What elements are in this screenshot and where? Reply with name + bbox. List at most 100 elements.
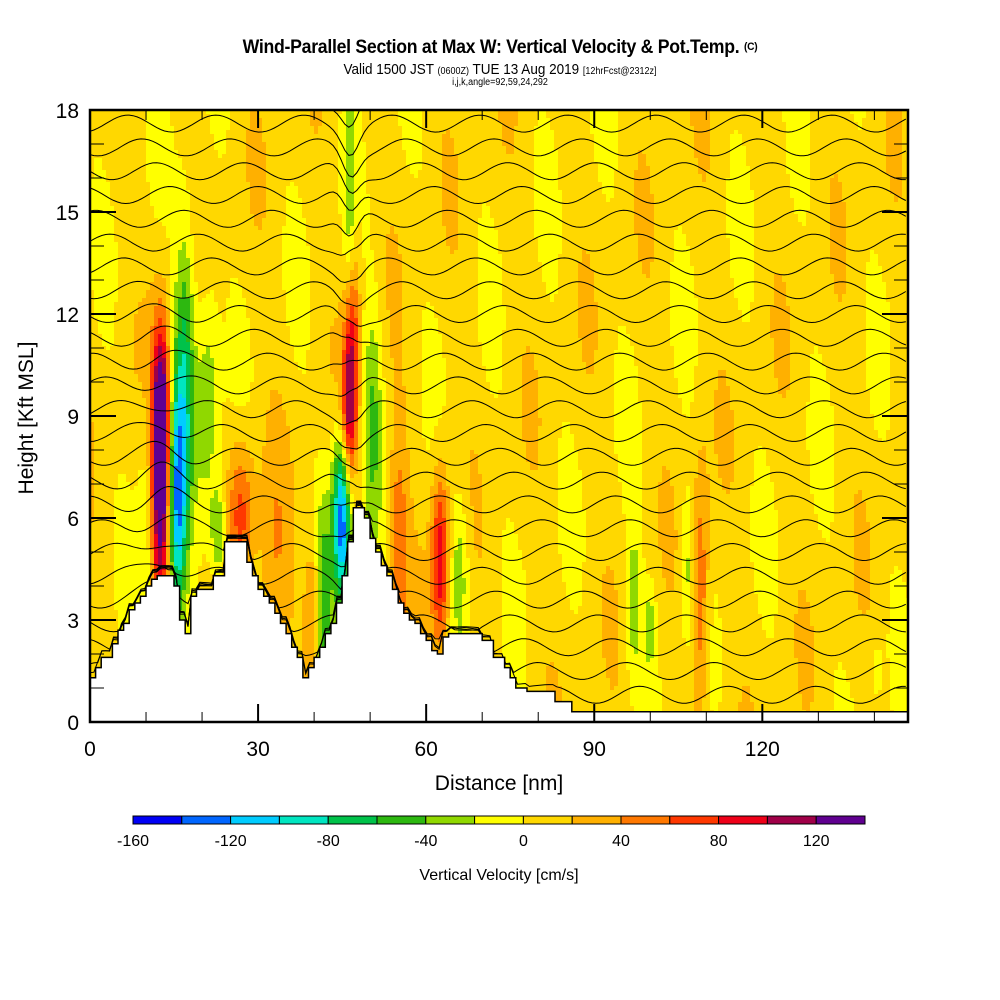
velocity-cell bbox=[118, 150, 122, 154]
velocity-cell bbox=[738, 122, 742, 126]
velocity-cell bbox=[274, 202, 278, 206]
velocity-cell bbox=[750, 194, 754, 198]
velocity-cell bbox=[386, 126, 390, 130]
velocity-cell bbox=[822, 154, 826, 158]
velocity-cell bbox=[514, 194, 518, 198]
velocity-cell bbox=[306, 194, 310, 198]
velocity-cell bbox=[602, 122, 606, 126]
velocity-cell bbox=[110, 158, 114, 162]
velocity-cell bbox=[222, 122, 226, 126]
velocity-cell bbox=[558, 158, 562, 162]
velocity-cell bbox=[546, 170, 550, 174]
velocity-cell bbox=[854, 170, 858, 174]
velocity-cell bbox=[294, 130, 298, 134]
velocity-cell bbox=[554, 130, 558, 134]
velocity-cell bbox=[894, 150, 898, 154]
velocity-cell bbox=[682, 202, 686, 206]
velocity-cell bbox=[738, 146, 742, 150]
velocity-cell bbox=[178, 142, 182, 146]
velocity-cell bbox=[454, 186, 458, 190]
velocity-cell bbox=[614, 174, 618, 178]
velocity-cell bbox=[402, 126, 406, 130]
velocity-cell bbox=[470, 130, 474, 134]
velocity-cell bbox=[746, 182, 750, 186]
velocity-cell bbox=[110, 130, 114, 134]
velocity-cell bbox=[510, 122, 514, 126]
velocity-cell bbox=[102, 162, 106, 166]
velocity-cell bbox=[738, 186, 742, 190]
velocity-cell bbox=[842, 162, 846, 166]
velocity-cell bbox=[558, 118, 562, 122]
velocity-cell bbox=[570, 166, 574, 170]
velocity-cell bbox=[782, 122, 786, 126]
velocity-cell bbox=[870, 158, 874, 162]
velocity-cell bbox=[814, 114, 818, 118]
velocity-cell bbox=[586, 198, 590, 202]
velocity-cell bbox=[694, 178, 698, 182]
velocity-cell bbox=[542, 146, 546, 150]
velocity-cell bbox=[530, 158, 534, 162]
velocity-cell bbox=[854, 166, 858, 170]
velocity-cell bbox=[886, 130, 890, 134]
velocity-cell bbox=[450, 150, 454, 154]
velocity-cell bbox=[102, 126, 106, 130]
velocity-cell bbox=[286, 194, 290, 198]
velocity-cell bbox=[722, 174, 726, 178]
velocity-cell bbox=[606, 142, 610, 146]
velocity-cell bbox=[250, 158, 254, 162]
velocity-cell bbox=[646, 190, 650, 194]
velocity-cell bbox=[394, 134, 398, 138]
velocity-cell bbox=[294, 206, 298, 210]
velocity-cell bbox=[690, 142, 694, 146]
velocity-cell bbox=[98, 182, 102, 186]
velocity-cell bbox=[594, 170, 598, 174]
velocity-cell bbox=[230, 146, 234, 150]
velocity-cell bbox=[322, 150, 326, 154]
velocity-cell bbox=[522, 190, 526, 194]
velocity-cell bbox=[118, 190, 122, 194]
velocity-cell bbox=[382, 198, 386, 202]
velocity-cell bbox=[426, 194, 430, 198]
velocity-cell bbox=[534, 138, 538, 142]
velocity-cell bbox=[210, 178, 214, 182]
velocity-cell bbox=[634, 186, 638, 190]
velocity-cell bbox=[866, 114, 870, 118]
velocity-cell bbox=[674, 142, 678, 146]
velocity-cell bbox=[594, 158, 598, 162]
velocity-cell bbox=[826, 154, 830, 158]
velocity-cell bbox=[390, 202, 394, 206]
velocity-cell bbox=[362, 202, 366, 206]
velocity-cell bbox=[630, 150, 634, 154]
velocity-cell bbox=[450, 138, 454, 142]
velocity-cell bbox=[138, 142, 142, 146]
velocity-cell bbox=[114, 206, 118, 210]
velocity-cell bbox=[586, 190, 590, 194]
velocity-cell bbox=[638, 174, 642, 178]
velocity-cell bbox=[534, 130, 538, 134]
velocity-cell bbox=[222, 182, 226, 186]
velocity-cell bbox=[382, 130, 386, 134]
velocity-cell bbox=[190, 126, 194, 130]
velocity-cell bbox=[578, 146, 582, 150]
velocity-cell bbox=[110, 134, 114, 138]
velocity-cell bbox=[766, 146, 770, 150]
velocity-cell bbox=[290, 186, 294, 190]
velocity-cell bbox=[602, 190, 606, 194]
velocity-cell bbox=[778, 158, 782, 162]
velocity-cell bbox=[622, 182, 626, 186]
velocity-cell bbox=[230, 190, 234, 194]
velocity-cell bbox=[586, 114, 590, 118]
velocity-cell bbox=[362, 206, 366, 210]
velocity-cell bbox=[902, 130, 906, 134]
velocity-cell bbox=[358, 194, 362, 198]
velocity-cell bbox=[786, 142, 790, 146]
velocity-cell bbox=[186, 182, 190, 186]
velocity-cell bbox=[786, 190, 790, 194]
velocity-cell bbox=[550, 190, 554, 194]
velocity-cell bbox=[254, 198, 258, 202]
velocity-cell bbox=[190, 186, 194, 190]
velocity-cell bbox=[558, 162, 562, 166]
velocity-cell bbox=[362, 126, 366, 130]
velocity-cell bbox=[226, 186, 230, 190]
velocity-cell bbox=[426, 182, 430, 186]
